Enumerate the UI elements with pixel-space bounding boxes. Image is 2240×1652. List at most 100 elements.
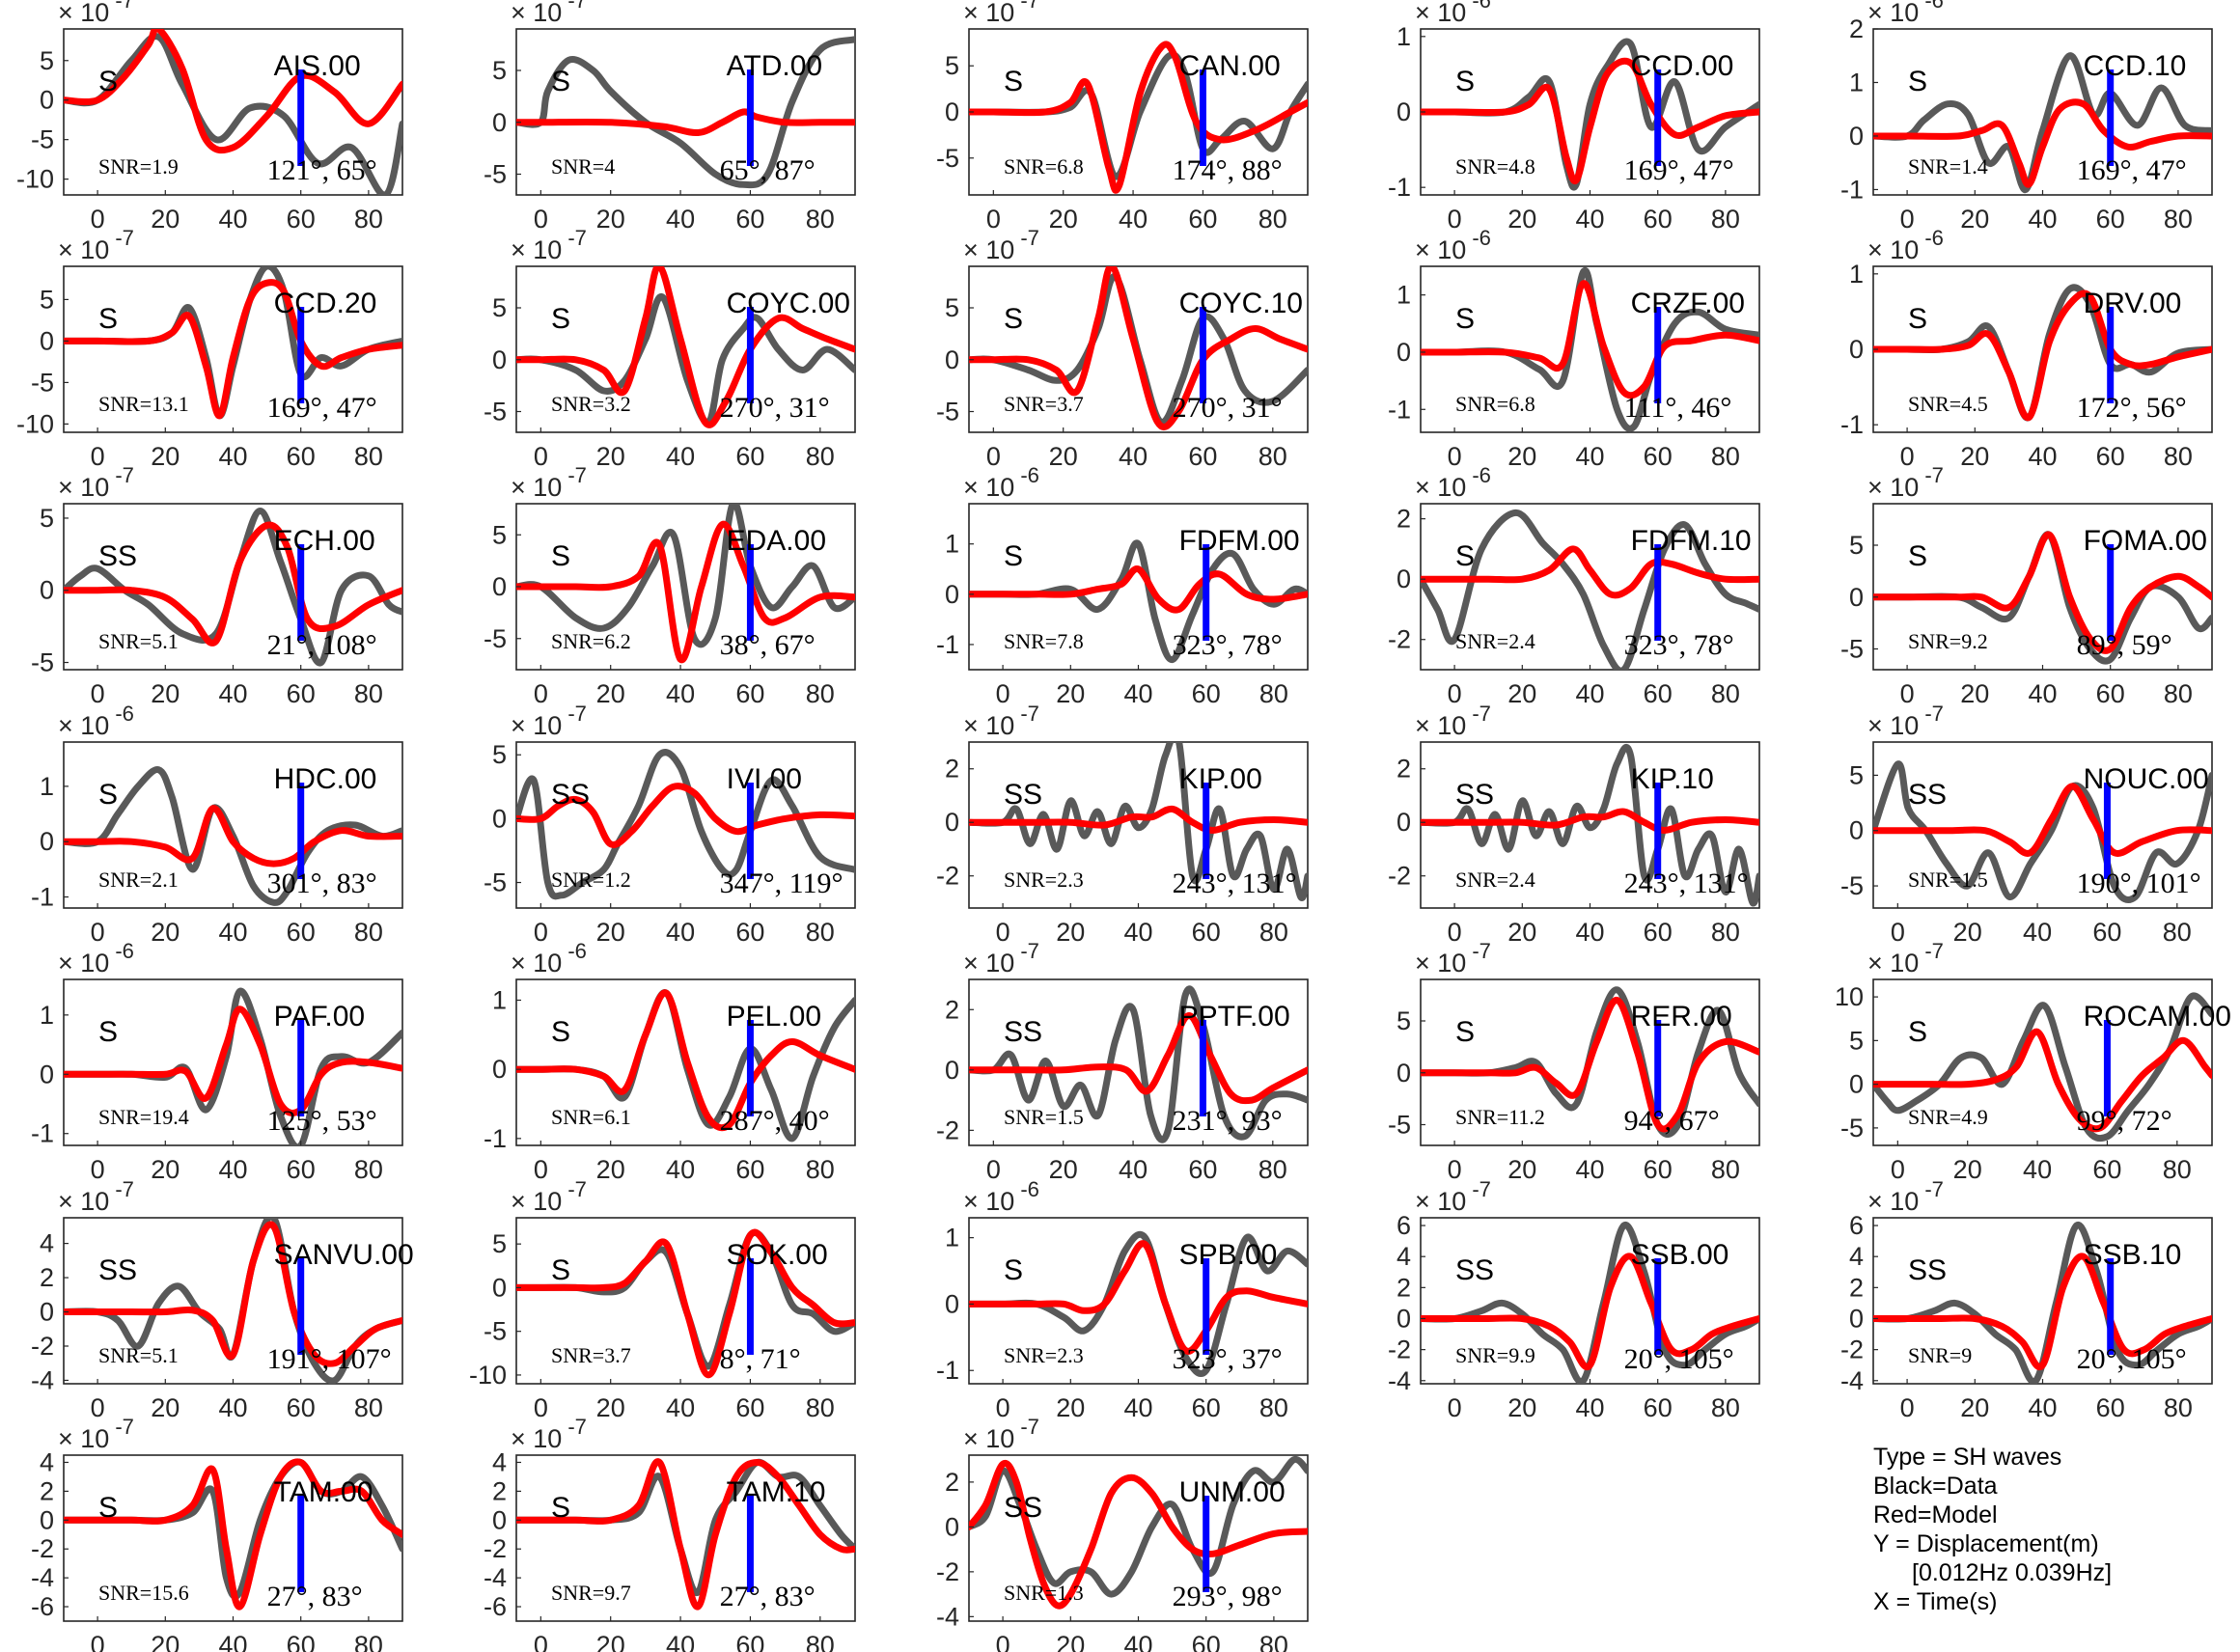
x-tick-label: 20	[596, 1155, 625, 1184]
x-tick-label: 0	[91, 442, 105, 471]
legend-y-axis: Y = Displacement(m)	[1873, 1530, 2099, 1557]
plot-area	[64, 266, 402, 420]
y-tick-label: -1	[1840, 175, 1864, 204]
snr-label: SNR=9	[1908, 1343, 1972, 1367]
snr-label: SNR=9.2	[1908, 629, 1988, 653]
data-trace	[1421, 744, 1759, 907]
subplot-paf-00: 0 20 40 60 80 -1 0 1× 10 -6 PAF.00 S SNR=19.4 125°, …	[31, 939, 403, 1184]
y-tick-label: 1	[945, 530, 959, 559]
plot-area	[64, 29, 402, 195]
y-tick-label: -2	[31, 1534, 54, 1563]
plot-area	[969, 742, 1308, 901]
station-name: CAN.00	[1179, 50, 1281, 82]
x-tick-label: 40	[666, 1393, 695, 1422]
plot-area	[1873, 531, 2212, 665]
x-tick-label: 60	[287, 918, 316, 947]
x-tick-label: 80	[1711, 1155, 1740, 1184]
station-name: COYC.00	[727, 288, 850, 319]
x-tick-label: 0	[986, 1155, 1001, 1184]
azimuth-takeoff-label: 191°, 107°	[267, 1343, 392, 1375]
y-tick-label: -6	[31, 1592, 54, 1621]
subplot-atd-00: 0 20 40 60 80 -5 0 5 × 10 -7 ATD.00 S SNR=4 65°, 87°	[484, 0, 856, 234]
y-tick-label: 0	[1849, 816, 1864, 845]
y-exponent-label: × 10 -7	[511, 702, 587, 740]
x-tick-label: 0	[91, 1631, 105, 1652]
x-tick-label: 80	[1711, 918, 1740, 947]
model-trace	[969, 805, 1308, 834]
subplot-coyc-00: 0 20 40 60 80 -5 0 5× 10 -7 COYC.00 S SNR=3.2 270°, …	[484, 226, 856, 471]
x-tick-label: 60	[287, 1155, 316, 1184]
y-tick-label: 0	[945, 580, 959, 609]
azimuth-takeoff-label: 287°, 40°	[720, 1105, 830, 1137]
plot-area	[1421, 38, 1759, 191]
x-tick-label: 60	[287, 1631, 316, 1652]
x-tick-label: 0	[534, 1155, 548, 1184]
subplot-ccd-10: 0 20 40 60 80 -1 0 1 2× 10 -6 CCD.10 S SNR=1.4 169°, …	[1840, 0, 2213, 234]
x-tick-label: 40	[2028, 1393, 2057, 1422]
snr-label: SNR=6.1	[551, 1105, 631, 1129]
x-tick-label: 60	[287, 679, 316, 708]
subplot-ais-00: 0 20 40 60 80 -10 -5 0 5× 10 -7 AIS.00 S SNR=1.9 121°…	[16, 0, 403, 234]
subplot-kip-00: 0 20 40 60 80 -2 0 2× 10 -7 KIP.00 SS SNR=2.3 243°, …	[936, 702, 1309, 947]
snr-label: SNR=1.3	[1004, 1581, 1084, 1605]
x-tick-label: 20	[151, 679, 180, 708]
phase-label: SS	[1908, 1254, 1947, 1286]
plot-area	[1421, 986, 1759, 1138]
x-tick-label: 80	[1259, 1631, 1288, 1652]
snr-label: SNR=6.8	[1004, 154, 1084, 179]
snr-label: SNR=4.5	[1908, 392, 1988, 416]
plot-area	[516, 504, 855, 664]
x-tick-label: 0	[1448, 1155, 1462, 1184]
azimuth-takeoff-label: 323°, 37°	[1173, 1343, 1283, 1375]
snr-label: SNR=3.2	[551, 392, 631, 416]
y-exponent-label: × 10 -7	[1867, 463, 1944, 502]
data-trace	[1873, 992, 2212, 1143]
azimuth-takeoff-label: 121°, 65°	[267, 154, 377, 186]
x-tick-label: 60	[287, 442, 316, 471]
y-exponent-label: × 10 -7	[1867, 1177, 1944, 1216]
data-trace	[969, 985, 1308, 1143]
x-tick-label: 40	[2023, 1155, 2052, 1184]
phase-label: S	[98, 303, 118, 335]
y-tick-label: 5	[1849, 531, 1864, 560]
model-trace	[516, 266, 855, 428]
model-trace	[516, 783, 855, 848]
azimuth-takeoff-label: 89°, 59°	[2077, 629, 2172, 661]
snr-label: SNR=7.8	[1004, 629, 1084, 653]
x-tick-label: 60	[1644, 918, 1673, 947]
x-tick-label: 0	[996, 1393, 1010, 1422]
model-trace	[969, 1012, 1308, 1105]
y-tick-label: 1	[40, 772, 54, 801]
x-tick-label: 20	[1960, 205, 1989, 234]
x-tick-label: 80	[1259, 918, 1288, 947]
y-tick-label: 4	[1849, 1242, 1864, 1271]
subplot-spb-00: 0 20 40 60 80 -1 0 1× 10 -6 SPB.00 S SNR=2.3 323°, 3…	[936, 1177, 1309, 1422]
model-trace	[1873, 531, 2212, 654]
model-trace	[516, 1458, 855, 1611]
x-tick-label: 0	[986, 205, 1001, 234]
phase-label: S	[1455, 66, 1475, 97]
x-tick-label: 40	[1575, 1155, 1604, 1184]
axes-frame	[515, 1217, 856, 1385]
legend-frequency-band: [0.012Hz 0.039Hz]	[1912, 1559, 2113, 1586]
x-tick-label: 0	[91, 1155, 105, 1184]
y-exponent-label: × 10 -7	[58, 226, 134, 264]
x-tick-label: 60	[2092, 918, 2121, 947]
azimuth-takeoff-label: 94°, 67°	[1624, 1105, 1720, 1137]
x-tick-label: 0	[1900, 205, 1915, 234]
model-trace	[1873, 98, 2212, 188]
snr-label: SNR=4	[551, 154, 615, 179]
x-tick-label: 0	[1448, 679, 1462, 708]
y-tick-label: 0	[1849, 1070, 1864, 1099]
subplot-pptf-00: 0 20 40 60 80 -2 0 2× 10 -7 PPTF.00 SS SNR=1.5 231°,…	[936, 939, 1309, 1184]
plot-area	[1873, 1222, 2212, 1384]
y-tick-label: -2	[1388, 625, 1411, 654]
phase-label: SS	[1004, 1492, 1042, 1524]
data-trace	[64, 33, 402, 195]
model-trace	[516, 520, 855, 664]
x-tick-label: 40	[2028, 205, 2057, 234]
model-trace	[969, 266, 1308, 430]
phase-label: S	[98, 779, 118, 811]
x-tick-label: 80	[1711, 205, 1740, 234]
model-trace	[516, 1228, 855, 1379]
